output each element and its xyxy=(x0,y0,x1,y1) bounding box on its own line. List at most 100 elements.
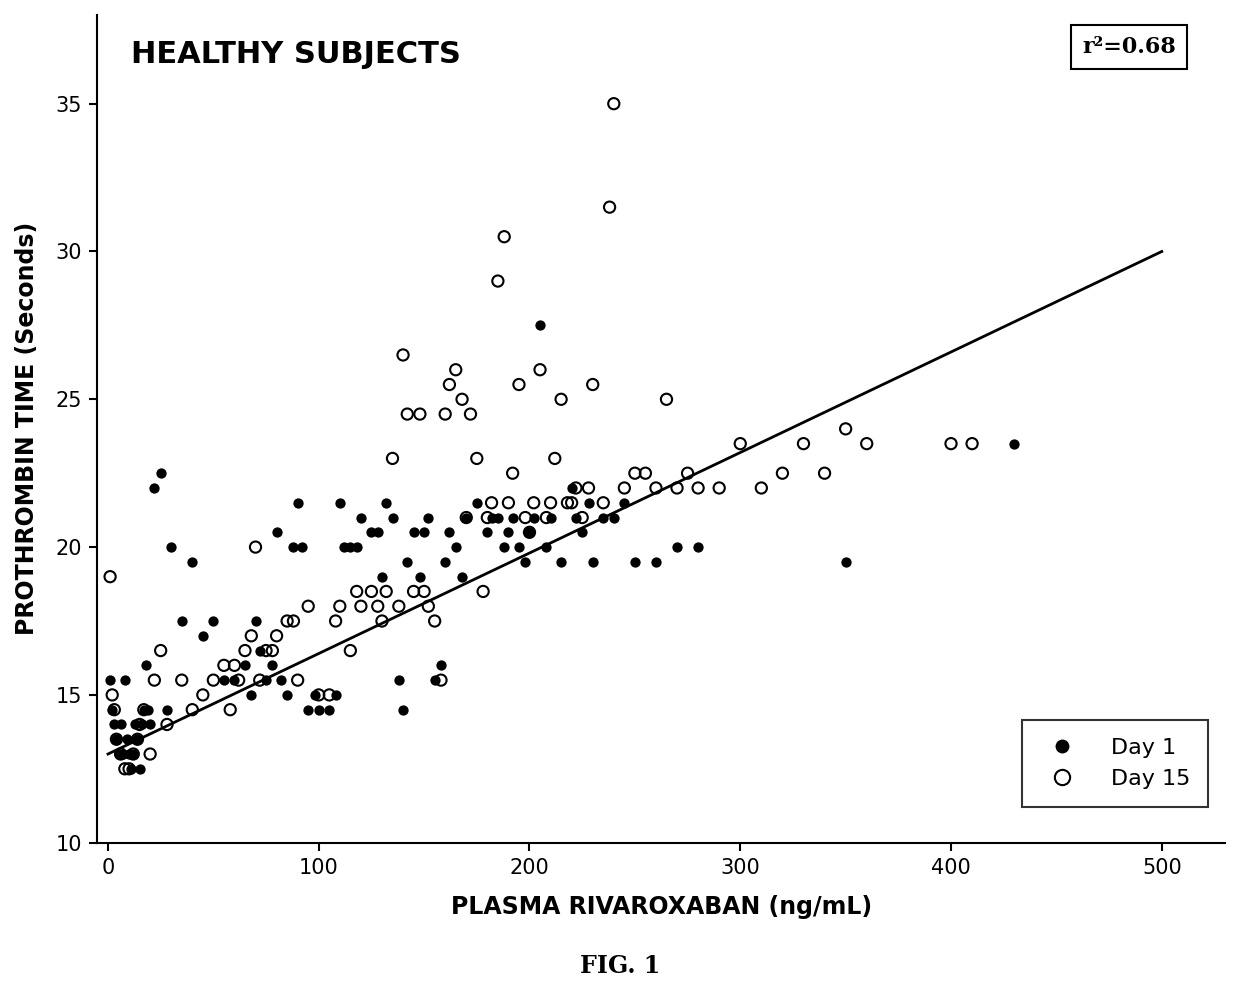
Point xyxy=(562,495,582,511)
Point xyxy=(320,687,340,702)
Point xyxy=(193,687,213,702)
Point xyxy=(456,510,476,526)
Text: HEALTHY SUBJECTS: HEALTHY SUBJECTS xyxy=(131,40,461,69)
Point xyxy=(215,672,234,688)
Point xyxy=(552,391,572,407)
Point xyxy=(172,614,192,629)
Point xyxy=(435,406,455,422)
Point xyxy=(326,614,346,629)
Point xyxy=(161,539,181,555)
Point xyxy=(263,642,283,658)
Point xyxy=(489,273,508,288)
Point xyxy=(257,642,277,658)
Point xyxy=(278,614,298,629)
Point xyxy=(520,525,539,540)
Point xyxy=(100,569,120,585)
Point xyxy=(495,539,515,555)
Point xyxy=(446,362,466,377)
Point xyxy=(362,584,382,600)
Point xyxy=(510,376,529,392)
Point xyxy=(107,731,126,747)
Point xyxy=(140,746,160,762)
Point xyxy=(544,451,564,466)
Point xyxy=(115,761,135,777)
Point xyxy=(102,701,122,717)
Point xyxy=(182,554,202,570)
Point xyxy=(656,391,676,407)
Point xyxy=(182,701,202,717)
Point xyxy=(516,554,536,570)
Point xyxy=(104,701,124,717)
Text: r²=0.68: r²=0.68 xyxy=(1083,36,1176,57)
Point xyxy=(347,584,367,600)
Point xyxy=(246,539,265,555)
Point xyxy=(242,687,262,702)
Point xyxy=(1004,436,1024,452)
Point xyxy=(537,510,557,526)
Point xyxy=(242,628,262,644)
Point xyxy=(646,554,666,570)
Legend: Day 1, Day 15: Day 1, Day 15 xyxy=(1022,720,1208,807)
Point xyxy=(552,554,572,570)
Point xyxy=(393,347,413,363)
Point xyxy=(432,672,451,688)
Point xyxy=(667,539,687,555)
Point xyxy=(558,495,578,511)
Point xyxy=(320,701,340,717)
Point xyxy=(498,495,518,511)
Point xyxy=(341,642,361,658)
Point xyxy=(495,229,515,245)
Point xyxy=(102,687,122,702)
Point xyxy=(193,628,213,644)
Point xyxy=(236,642,255,658)
Point xyxy=(203,614,223,629)
Point xyxy=(730,436,750,452)
Point xyxy=(140,716,160,732)
Point xyxy=(113,746,133,762)
Point xyxy=(962,436,982,452)
Point xyxy=(334,539,353,555)
Point xyxy=(267,628,286,644)
Point xyxy=(477,525,497,540)
Point xyxy=(579,495,599,511)
Point xyxy=(857,436,877,452)
Point xyxy=(263,657,283,673)
Point xyxy=(376,584,396,600)
Point xyxy=(203,672,223,688)
Point xyxy=(134,701,154,717)
Point xyxy=(410,406,430,422)
Point xyxy=(330,495,350,511)
Point xyxy=(326,687,346,702)
Point xyxy=(467,451,487,466)
Point xyxy=(288,495,308,511)
Point xyxy=(573,525,593,540)
Point xyxy=(502,510,522,526)
Point xyxy=(583,554,603,570)
Point xyxy=(393,701,413,717)
Point xyxy=(439,525,459,540)
Point xyxy=(291,539,311,555)
Point xyxy=(157,701,177,717)
Point xyxy=(510,539,529,555)
Point xyxy=(368,599,388,615)
Point xyxy=(123,746,143,762)
Point xyxy=(383,451,403,466)
Point xyxy=(151,465,171,481)
Point xyxy=(270,672,290,688)
Point xyxy=(404,584,424,600)
Point xyxy=(362,525,382,540)
Point xyxy=(122,761,141,777)
Point xyxy=(565,510,585,526)
Point xyxy=(604,96,624,112)
Point xyxy=(583,376,603,392)
Point xyxy=(481,510,501,526)
Point xyxy=(579,480,599,496)
Point xyxy=(172,672,192,688)
Point xyxy=(520,525,539,540)
Point xyxy=(389,672,409,688)
Point xyxy=(635,465,655,481)
Point xyxy=(305,687,325,702)
Point xyxy=(110,716,130,732)
Point xyxy=(288,672,308,688)
Point xyxy=(562,480,582,496)
